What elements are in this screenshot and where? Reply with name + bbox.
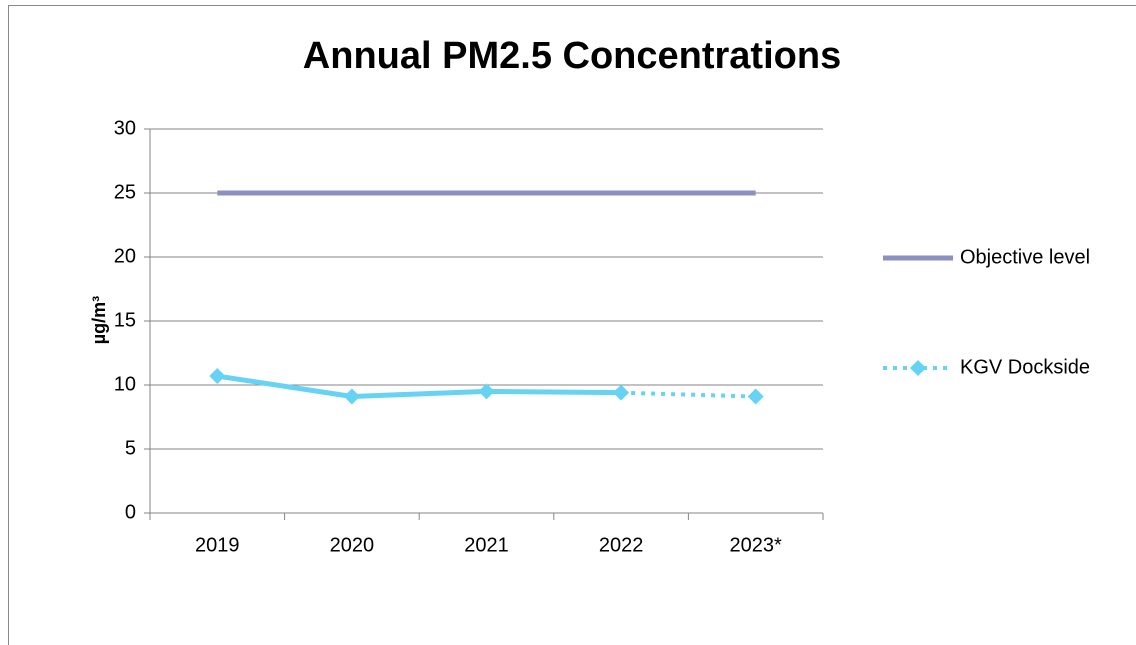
chart-title: Annual PM2.5 Concentrations: [303, 35, 841, 77]
x-tick-label: 2021: [464, 534, 509, 556]
chart-frame: [8, 5, 1136, 645]
x-tick-label: 2020: [330, 534, 375, 556]
y-tick-label: 5: [125, 437, 136, 459]
x-tick-label: 2023*: [730, 534, 782, 556]
y-tick-label: 20: [114, 245, 136, 267]
x-tick-label: 2019: [195, 534, 240, 556]
legend-marker: [910, 360, 926, 376]
marker: [747, 388, 764, 405]
marker: [613, 384, 630, 401]
marker: [343, 388, 360, 405]
x-tick-label: 2022: [599, 534, 644, 556]
series-line: [216, 373, 622, 400]
y-tick-label: 15: [114, 309, 136, 331]
legend-label: KGV Dockside: [960, 356, 1090, 378]
marker: [209, 368, 226, 385]
marker: [478, 383, 495, 400]
y-tick-label: 10: [114, 373, 136, 395]
y-axis-label: µg/m³: [89, 296, 109, 344]
legend-label: Objective level: [960, 246, 1090, 268]
y-tick-label: 30: [114, 117, 136, 139]
y-tick-label: 25: [114, 181, 136, 203]
series-line-dotted: [621, 390, 756, 399]
y-tick-label: 0: [125, 501, 136, 523]
